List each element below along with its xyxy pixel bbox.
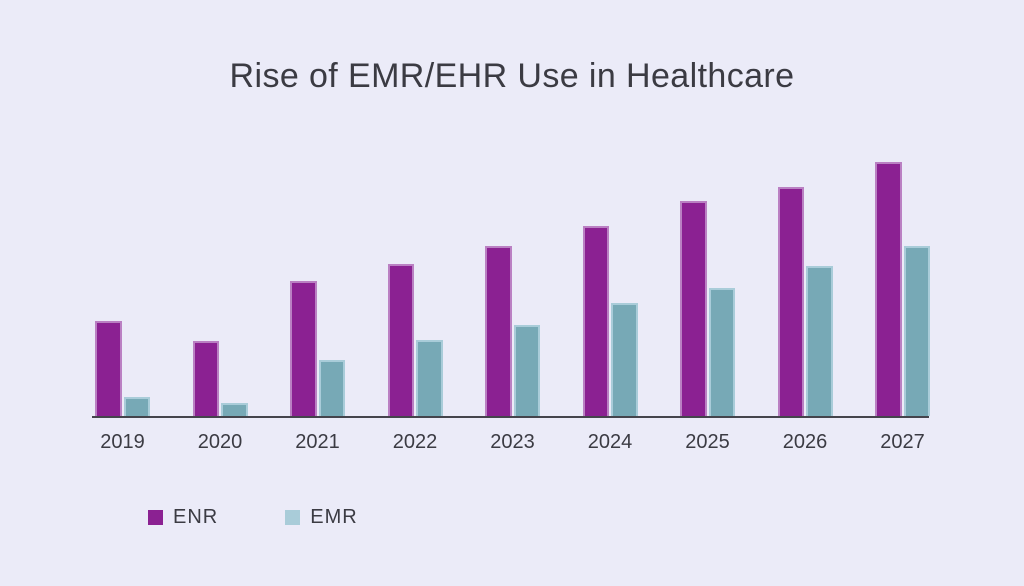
bar-group-2019: [95, 320, 150, 416]
x-tick-2027: 2027: [880, 431, 925, 453]
bar-group-2020: [192, 341, 248, 416]
bar-enr-2024: [582, 225, 609, 416]
x-tick-2026: 2026: [782, 431, 828, 453]
x-tick-2022: 2022: [392, 431, 438, 453]
bar-enr-2026: [777, 187, 804, 416]
legend-item-emr: EMR: [285, 506, 357, 529]
x-tick-2024: 2024: [587, 431, 633, 453]
legend-item-enr: ENR: [148, 506, 218, 529]
bar-emr-2022: [416, 339, 443, 416]
bar-group-2023: [485, 245, 540, 416]
bar-group-2022: [387, 263, 443, 416]
bar-group-2021: [290, 281, 345, 416]
bar-group-2025: [680, 201, 735, 416]
bar-group-2026: [777, 187, 833, 416]
bar-enr-2022: [387, 263, 414, 416]
bar-emr-2024: [611, 302, 638, 416]
bar-chart: 2019 2020 2021 2022 2023 2024 2025 2026 2027: [92, 150, 930, 454]
bar-emr-2021: [318, 360, 345, 416]
bar-group-2027: [875, 162, 930, 416]
legend-swatch-emr: [285, 510, 301, 525]
x-tick-2023: 2023: [490, 431, 535, 453]
bar-emr-2025: [708, 287, 735, 416]
x-tick-2021: 2021: [295, 431, 340, 453]
bar-enr-2020: [192, 341, 219, 416]
bar-enr-2021: [290, 281, 317, 416]
bar-enr-2025: [680, 201, 707, 416]
bar-emr-2020: [221, 403, 248, 416]
legend: ENR EMR: [148, 506, 358, 529]
x-axis-line: [92, 416, 929, 418]
legend-label-enr: ENR: [173, 506, 219, 528]
legend-label-emr: EMR: [310, 506, 358, 528]
bar-emr-2026: [806, 266, 833, 416]
x-tick-2025: 2025: [685, 431, 730, 453]
bars-row: [95, 150, 930, 416]
bar-emr-2019: [123, 396, 150, 416]
bar-enr-2023: [485, 245, 512, 416]
bar-emr-2027: [903, 245, 930, 416]
bar-enr-2027: [875, 162, 902, 416]
x-axis-labels: 2019 2020 2021 2022 2023 2024 2025 2026 2027: [95, 431, 930, 454]
legend-swatch-enr: [148, 510, 163, 525]
page-title: Rise of EMR/EHR Use in Healthcare: [229, 57, 795, 95]
bar-group-2024: [582, 225, 638, 416]
bar-emr-2023: [513, 324, 540, 416]
x-tick-2020: 2020: [197, 431, 243, 453]
bar-enr-2019: [95, 320, 122, 416]
x-tick-2019: 2019: [100, 431, 145, 453]
